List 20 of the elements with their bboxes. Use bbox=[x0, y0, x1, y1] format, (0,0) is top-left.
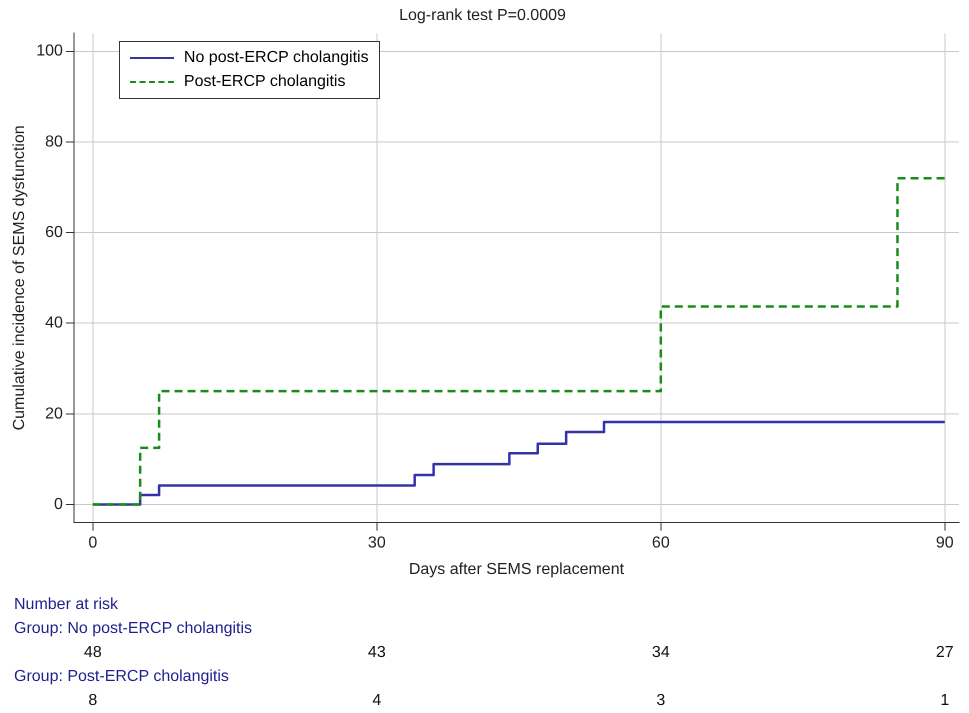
x-tick-label: 60 bbox=[652, 534, 670, 552]
chart-title: Log-rank test P=0.0009 bbox=[399, 7, 566, 24]
text: Group: Post-ERCP cholangitis bbox=[14, 668, 229, 686]
text: 48 43 34 27 bbox=[84, 644, 954, 662]
x-axis-title: Days after SEMS replacement bbox=[408, 560, 625, 578]
y-tick-label: 20 bbox=[45, 405, 63, 422]
y-axis-title: Cumulative incidence of SEMS dysfunction bbox=[11, 125, 28, 430]
y-tick-label: 0 bbox=[54, 496, 63, 513]
y-tick-label: 60 bbox=[45, 224, 63, 241]
x-tick-label: 0 bbox=[88, 534, 98, 552]
legend-label: No post-ERCP cholangitis bbox=[184, 49, 369, 68]
text: Group: No post-ERCP cholangitis bbox=[14, 620, 252, 638]
legend-label: Post-ERCP cholangitis bbox=[184, 73, 346, 92]
y-tick-label: 40 bbox=[45, 314, 63, 332]
x-tick-label: 30 bbox=[368, 534, 386, 552]
y-tick-label: 80 bbox=[45, 133, 63, 150]
text: 8 4 3 1 bbox=[88, 692, 950, 710]
text: Number at risk bbox=[14, 596, 120, 614]
x-tick-label: 90 bbox=[936, 534, 954, 552]
y-tick-label: 100 bbox=[36, 42, 63, 60]
